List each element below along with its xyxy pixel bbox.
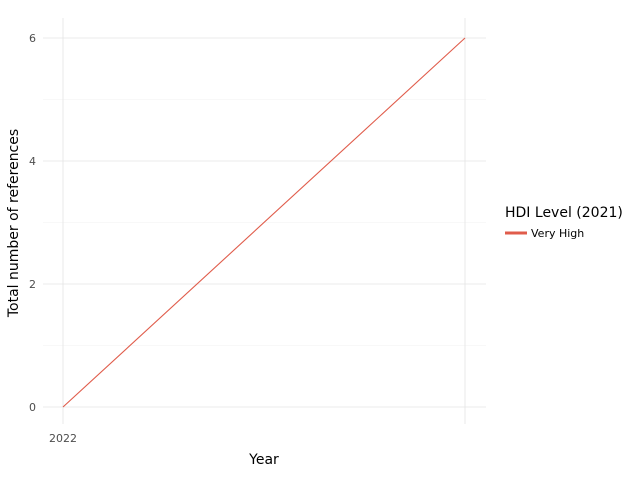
y-tick-label: 6 [29,32,36,45]
legend: HDI Level (2021) Very High [505,205,623,240]
y-axis-title: Total number of references [6,129,22,318]
major-gridlines [43,18,486,424]
y-tick-label: 2 [29,278,36,291]
series-layer [62,37,466,408]
legend-label-very-high: Very High [531,227,584,240]
y-tick-labels: 0 2 4 6 [29,32,36,414]
series-line-very-high [62,37,466,408]
y-tick-label: 0 [29,401,36,414]
y-tick-label: 4 [29,155,36,168]
x-tick-labels: 2022 [49,432,77,445]
x-tick-label: 2022 [49,432,77,445]
legend-title: HDI Level (2021) [505,205,623,221]
x-axis-title: Year [248,452,279,468]
